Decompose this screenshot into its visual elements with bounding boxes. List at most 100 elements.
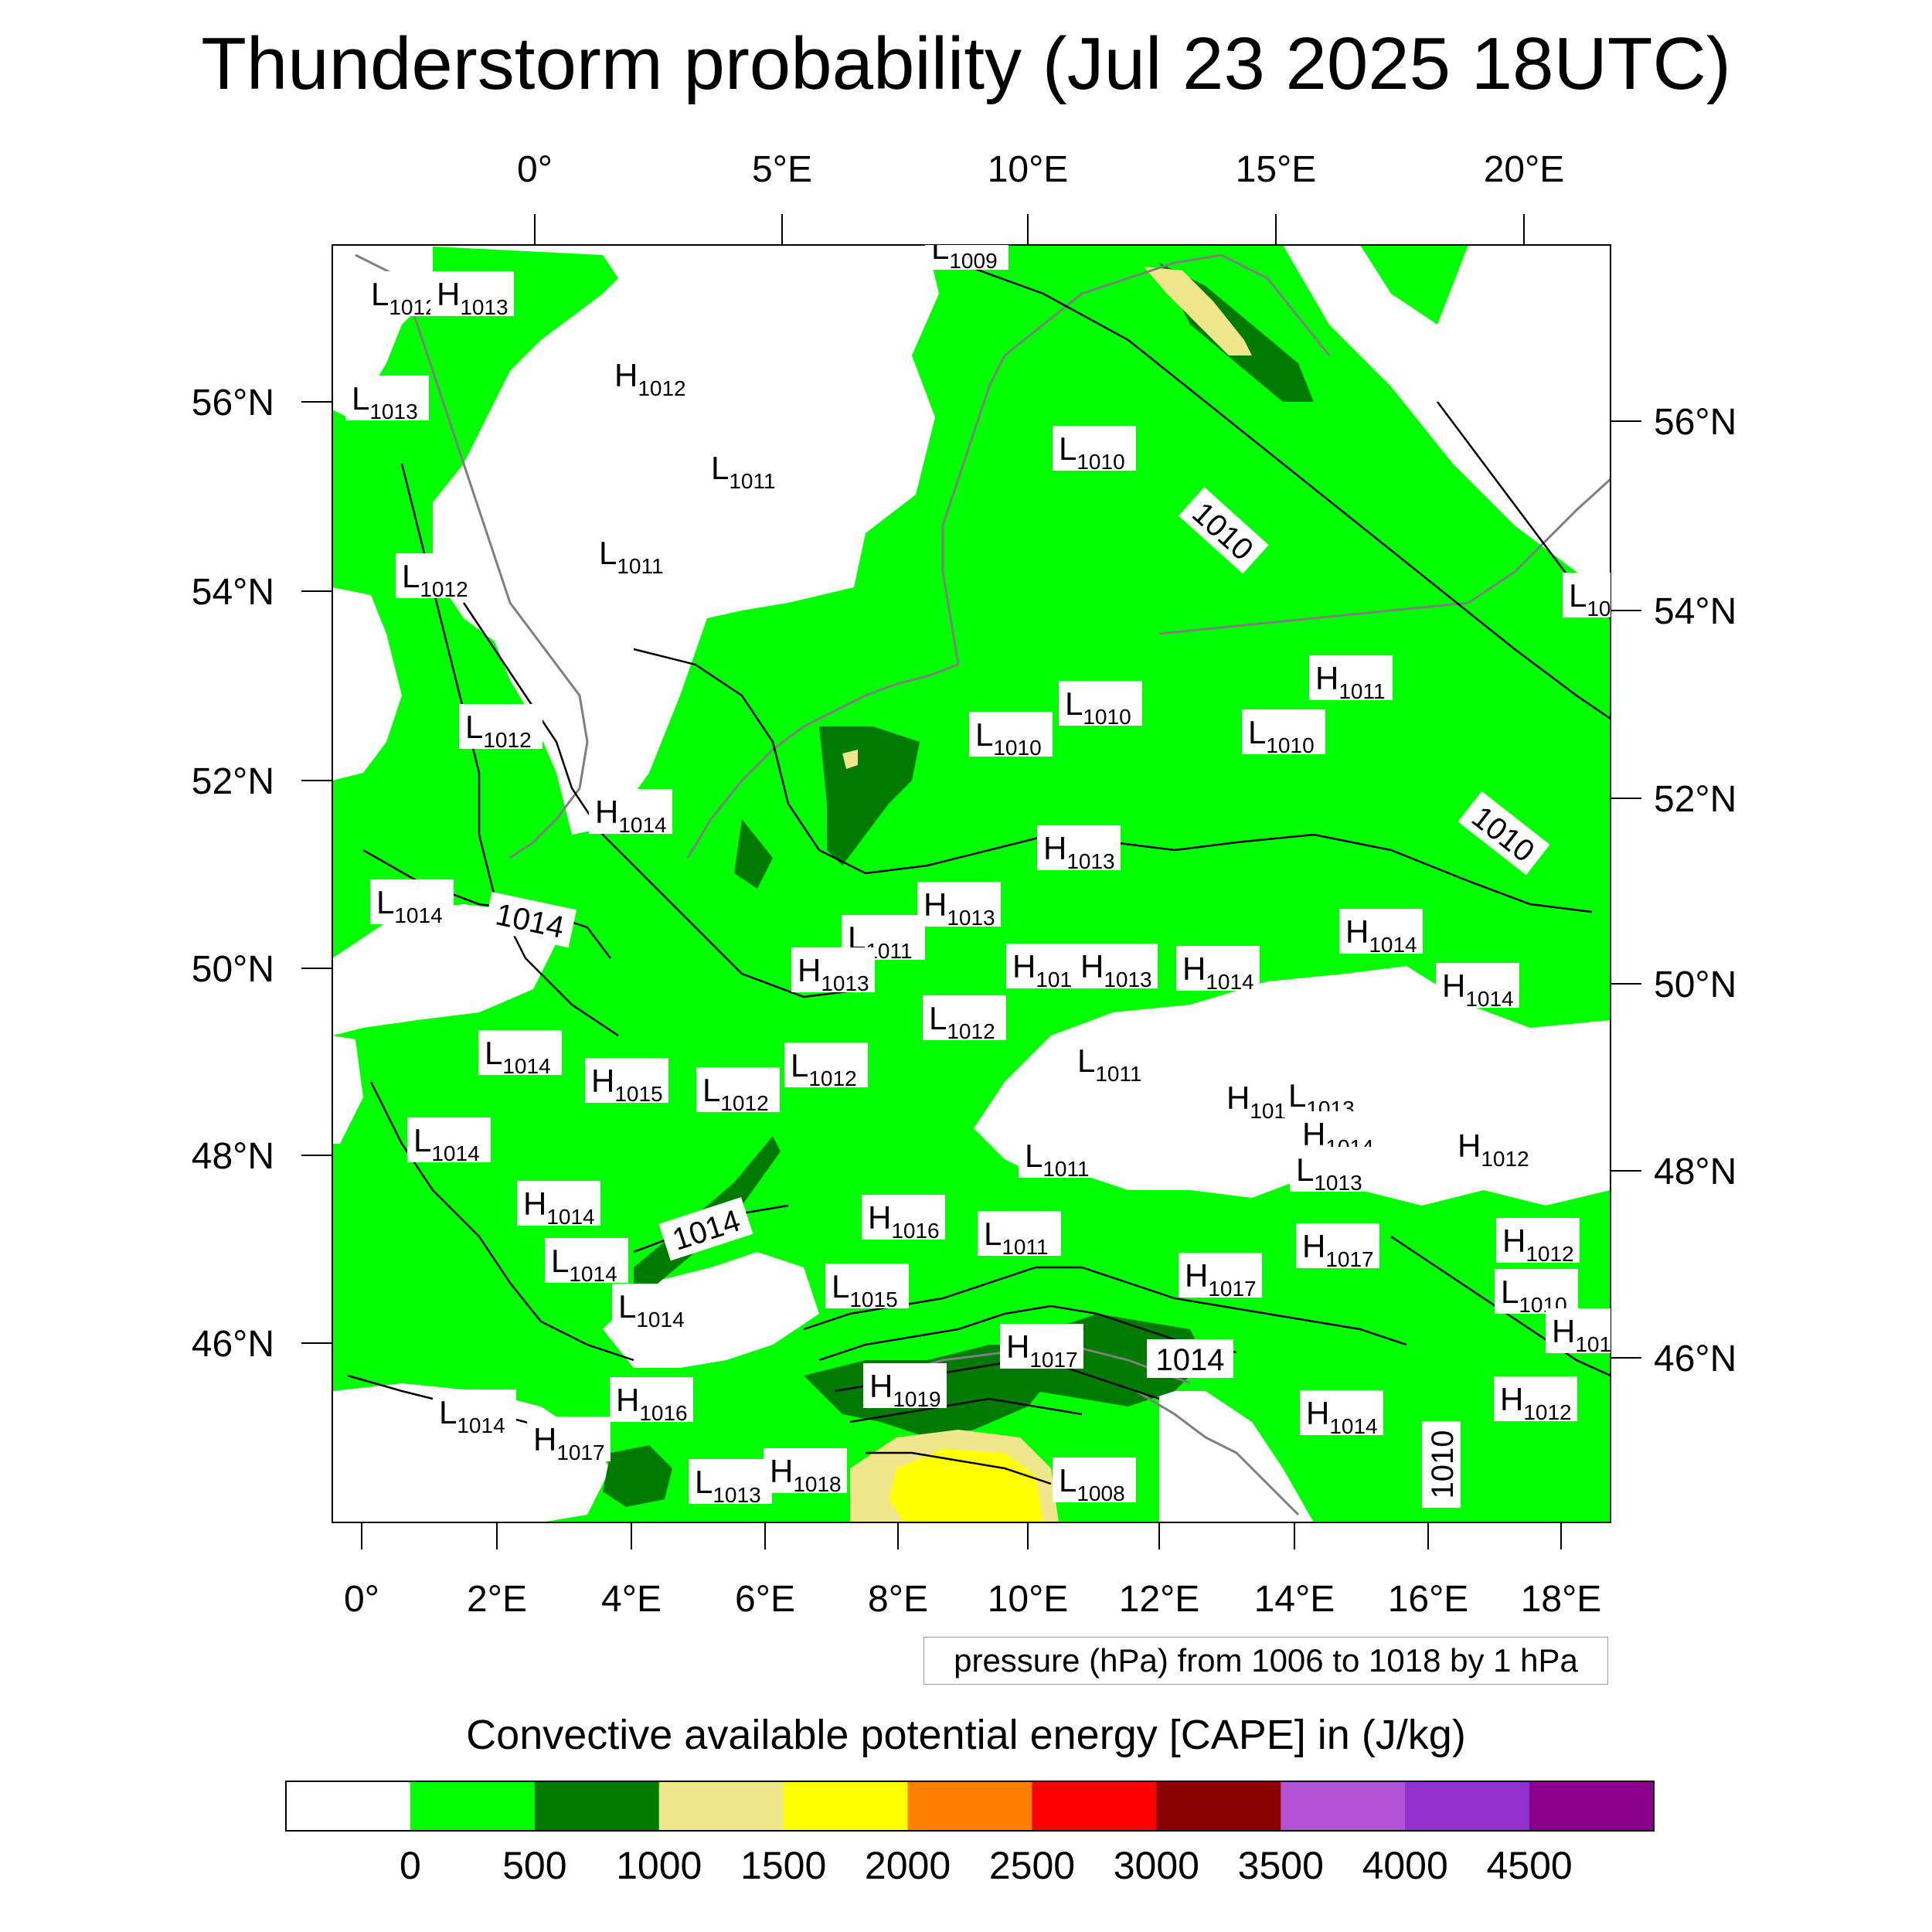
pressure-value: 1011 <box>617 554 663 578</box>
pressure-center-text: H1017 <box>1006 1328 1078 1372</box>
pressure-value: 1012 <box>638 376 685 400</box>
isobar-1015 <box>369 1081 634 1362</box>
high-pressure-label: H1017 <box>527 1417 611 1464</box>
pressure-value: 1014 <box>1465 987 1513 1011</box>
pressure-type: H <box>1226 1080 1250 1116</box>
pressure-type: L <box>695 1464 713 1500</box>
pressure-type: L <box>1569 577 1587 614</box>
tick-marks <box>301 214 1641 1549</box>
pressure-type: L <box>791 1047 808 1083</box>
high-pressure-label: H1016 <box>610 1377 693 1425</box>
pressure-value: 1013 <box>947 906 995 930</box>
low-pressure-label: L1010 <box>1242 709 1325 757</box>
pressure-value: 1013 <box>460 295 508 319</box>
pressure-label-box <box>610 1377 693 1422</box>
high-pressure-label: H101 <box>1546 1308 1611 1356</box>
pressure-label-box <box>863 1363 947 1408</box>
pressure-label-box <box>862 1195 945 1240</box>
pressure-type: L <box>1501 1274 1519 1310</box>
pressure-center-text: L1015 <box>832 1268 898 1311</box>
top-lon-label: 0° <box>517 149 553 190</box>
high-pressure-label: H1013 <box>791 947 875 995</box>
pressure-type: L <box>848 920 866 956</box>
pressure-center-text: L1012 <box>791 1047 857 1090</box>
isobar-south <box>866 1451 1052 1485</box>
pressure-value: 1010 <box>993 736 1041 760</box>
high-pressure-label: H1014 <box>1176 946 1260 994</box>
pressure-type: L <box>599 535 617 571</box>
pressure-value: 1017 <box>1208 1277 1256 1301</box>
pressure-center-text: H1019 <box>869 1368 941 1411</box>
colorbar-swatch <box>1405 1781 1530 1831</box>
pressure-type: H <box>523 1185 546 1222</box>
pressure-center-text: H1013 <box>798 952 869 995</box>
pressure-label-box <box>1053 1458 1136 1502</box>
pressure-center-text: L1014 <box>376 884 443 927</box>
pressure-label-box <box>1563 573 1611 617</box>
pressure-label-box <box>396 553 479 598</box>
right-lat-label: 50°N <box>1654 964 1736 1005</box>
pressure-center-text: L1012 <box>402 558 468 601</box>
pressure-center-text: L1011 <box>711 450 776 493</box>
pressure-type: H <box>1442 968 1465 1004</box>
pressure-label-box <box>589 789 672 834</box>
pressure-value: 101 <box>1036 968 1072 992</box>
pressure-value: 1011 <box>1043 1157 1089 1181</box>
colorbar-swatch <box>534 1781 660 1831</box>
low-pressure-label: L1011 <box>1019 1133 1102 1181</box>
coastline-jutland <box>941 355 1006 665</box>
cape-white-baltic <box>1066 245 1611 587</box>
pressure-type: L <box>832 1268 849 1304</box>
pressure-type: H <box>595 794 618 830</box>
pressure-label-box <box>370 879 454 924</box>
pressure-value: 101 <box>1575 1332 1611 1356</box>
pressure-type: L <box>929 1000 947 1036</box>
pressure-type: H <box>1080 948 1104 985</box>
low-pressure-label: L10 <box>1563 573 1611 621</box>
isobar-label-box <box>1458 791 1550 876</box>
pressure-label-box <box>459 704 543 749</box>
pressure-type: L <box>1065 685 1083 722</box>
pressure-label-box <box>1006 944 1077 988</box>
pressure-type: L <box>1059 1462 1077 1498</box>
high-pressure-label: H1013 <box>1074 944 1158 992</box>
colorbar-tick-label: 3000 <box>1114 1844 1199 1887</box>
bottom-lon-label: 2°E <box>467 1579 527 1620</box>
low-pressure-label: L1012 <box>784 1043 868 1090</box>
top-lon-label: 20°E <box>1484 149 1565 190</box>
pressure-type: H <box>437 276 460 312</box>
isobar-label: 1014 <box>1156 1343 1225 1377</box>
pressure-type: L <box>413 1122 431 1158</box>
low-pressure-label: L1011 <box>1071 1038 1155 1086</box>
pressure-value: 1014 <box>431 1141 479 1165</box>
pressure-value: 1010 <box>1266 733 1314 757</box>
pressure-value: 1019 <box>893 1387 940 1411</box>
pressure-value: 1014 <box>1206 970 1253 994</box>
pressure-center-text: L1012 <box>702 1072 769 1115</box>
coastline-poland <box>1158 478 1611 635</box>
coastline-baltic <box>1004 253 1331 357</box>
pressure-center-text: L1014 <box>413 1122 480 1165</box>
right-lat-label: 54°N <box>1654 591 1736 632</box>
pressure-center-text: L1011 <box>1077 1043 1142 1086</box>
high-pressure-label: H101 <box>1006 944 1077 992</box>
bottom-lon-label: 4°E <box>601 1579 662 1620</box>
bottom-lon-label: 8°E <box>868 1579 928 1620</box>
pressure-center-text: H1018 <box>770 1453 842 1496</box>
pressure-value: 1012 <box>389 295 437 319</box>
colorbar-swatch <box>783 1781 909 1831</box>
right-lat-label: 46°N <box>1654 1338 1736 1379</box>
pressure-type: L <box>1296 1151 1314 1188</box>
cape-dkgreen-7 <box>603 1445 672 1507</box>
pressure-type: H <box>1182 951 1206 987</box>
low-pressure-label: L1014 <box>545 1238 628 1286</box>
pressure-center-text: L1013 <box>1296 1151 1362 1195</box>
isobar-label-box <box>1147 1339 1233 1378</box>
pressure-center-text: L1008 <box>1059 1462 1125 1505</box>
left-lat-label: 56°N <box>192 383 274 423</box>
pressure-center-text: H1016 <box>868 1199 940 1243</box>
pressure-value: 1013 <box>1104 968 1151 992</box>
pressure-label-box <box>825 1264 909 1308</box>
pressure-value: 1015 <box>849 1287 897 1311</box>
colorbar-swatch <box>286 1781 411 1831</box>
